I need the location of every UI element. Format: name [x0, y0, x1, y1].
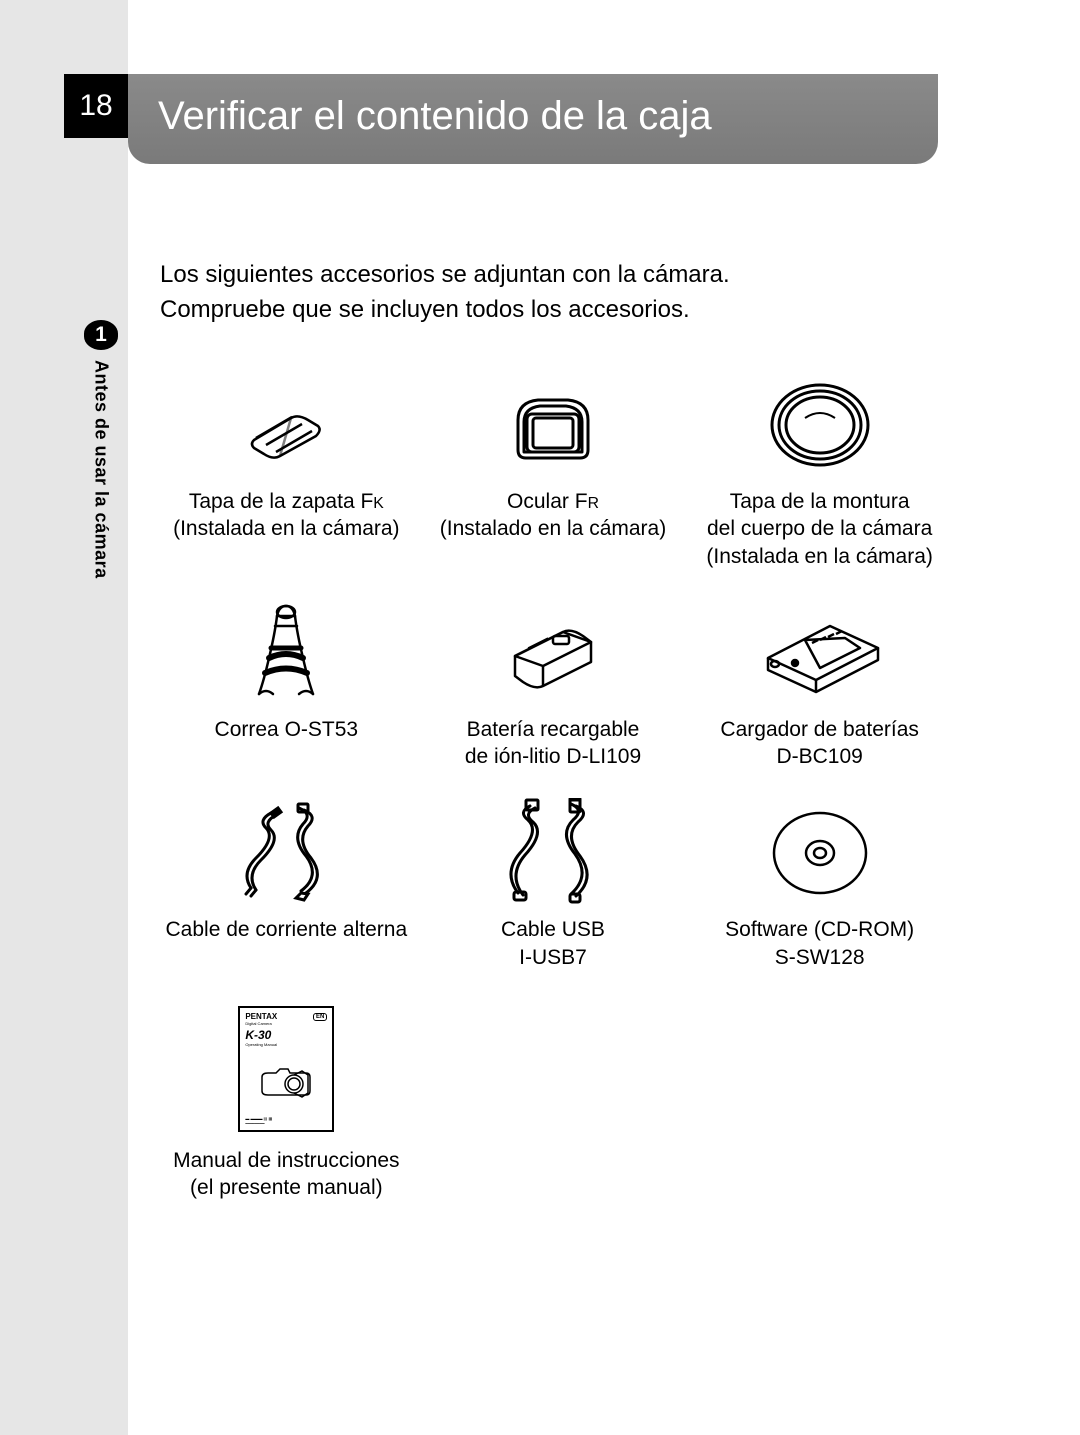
section-number-badge: 1 [84, 320, 118, 350]
charger-icon [750, 598, 890, 708]
item-caption: Software (CD-ROM) [725, 918, 914, 941]
usb-cable-icon [488, 798, 618, 908]
item-caption-sub: I-USB7 [519, 946, 587, 969]
item-caption-sub2: (Instalada en la cámara) [706, 545, 932, 568]
item-manual: PENTAX EN Digital Camera K-30 Operating … [158, 999, 415, 1202]
item-caption: Manual de instrucciones [173, 1149, 399, 1172]
item-cdrom: Software (CD-ROM) S-SW128 [691, 798, 948, 971]
intro-line-2: Compruebe que se incluyen todos los acce… [160, 293, 730, 328]
manual-sub1: Digital Camera [245, 1021, 327, 1026]
intro-line-1: Los siguientes accesorios se adjuntan co… [160, 258, 730, 293]
item-caption: Correa O-ST53 [215, 718, 359, 741]
page-title-bar: Verificar el contenido de la caja [128, 74, 938, 164]
item-caption: Cable de corriente alterna [166, 918, 408, 941]
item-caption-sub: (Instalado en la cámara) [440, 517, 666, 540]
item-caption: Cable USB [501, 918, 605, 941]
manual-brand: PENTAX [245, 1012, 277, 1021]
hot-shoe-cover-icon [236, 390, 336, 460]
eyecup-icon [493, 380, 613, 470]
item-caption: Batería recargable [467, 718, 640, 741]
item-caption: Tapa de la montura [730, 490, 910, 513]
item-caption-sub: S-SW128 [775, 946, 865, 969]
accessories-grid: Tapa de la zapata FK (Instalada en la cá… [158, 370, 948, 1202]
intro-text: Los siguientes accesorios se adjuntan co… [160, 258, 730, 328]
item-caption-sub: D-BC109 [776, 745, 862, 768]
item-ac-cable: Cable de corriente alterna [158, 798, 415, 971]
section-tab: 1 Antes de usar la cámara [76, 320, 126, 650]
manual-cover-icon: PENTAX EN Digital Camera K-30 Operating … [238, 1006, 334, 1132]
manual-model: K-30 [245, 1028, 327, 1042]
ac-cable-icon [226, 798, 346, 908]
item-caption: Ocular F [507, 490, 588, 513]
item-eyecup: Ocular FR (Instalado en la cámara) [425, 370, 682, 570]
item-battery: Batería recargable de ión-litio D-LI109 [425, 598, 682, 771]
page-number: 18 [64, 74, 128, 138]
strap-icon [231, 598, 341, 708]
item-body-cap: Tapa de la montura del cuerpo de la cáma… [691, 370, 948, 570]
item-strap: Correa O-ST53 [158, 598, 415, 771]
item-usb-cable: Cable USB I-USB7 [425, 798, 682, 971]
item-caption-sub: (Instalada en la cámara) [173, 517, 399, 540]
manual-lang: EN [313, 1013, 327, 1021]
item-caption-sub: del cuerpo de la cámara [707, 517, 932, 540]
manual-camera-icon [256, 1061, 316, 1103]
item-caption-sub: de ión-litio D-LI109 [465, 745, 641, 768]
item-caption: Tapa de la zapata F [189, 490, 373, 513]
item-hot-shoe-cover: Tapa de la zapata FK (Instalada en la cá… [158, 370, 415, 570]
item-caption: Cargador de baterías [720, 718, 918, 741]
left-margin-strip [0, 0, 128, 1435]
battery-icon [493, 608, 613, 698]
page-title: Verificar el contenido de la caja [158, 94, 712, 139]
section-label: Antes de usar la cámara [91, 360, 112, 579]
item-caption-sub: (el presente manual) [190, 1176, 383, 1199]
item-charger: Cargador de baterías D-BC109 [691, 598, 948, 771]
cdrom-icon [765, 803, 875, 903]
body-cap-icon [765, 378, 875, 473]
manual-footer: ▬ ▬▬▬ ▤ ▦━━━━━━━━ [245, 1117, 327, 1126]
